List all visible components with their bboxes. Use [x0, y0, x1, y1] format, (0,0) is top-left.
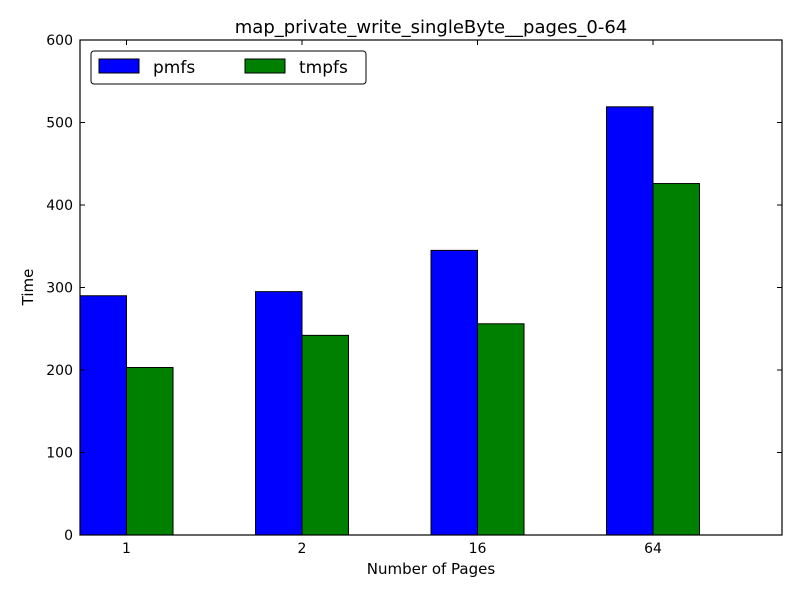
legend-label-pmfs: pmfs	[153, 58, 195, 78]
y-tick-label-300: 300	[46, 281, 73, 297]
chart-title: map_private_write_singleByte__pages_0-64	[235, 17, 628, 38]
bar-pmfs-1	[79, 295, 128, 536]
bar-pmfs-16	[430, 249, 479, 536]
x-axis-label: Number of Pages	[367, 560, 496, 578]
legend-swatch-tmpfs	[244, 58, 286, 74]
ticks-layer: 0 100 200 300 400 500 600 1 2 16 64	[46, 33, 782, 557]
x-tick-label-2: 2	[298, 541, 307, 557]
legend: pmfs tmpfs	[90, 50, 367, 85]
bar-tmpfs-16	[477, 323, 525, 536]
y-tick-label-200: 200	[46, 363, 73, 379]
x-tick-label-64: 64	[644, 541, 662, 557]
y-tick-label-600: 600	[46, 33, 73, 49]
bar-pmfs-64	[606, 106, 654, 536]
y-tick-label-100: 100	[46, 446, 73, 462]
bars-layer	[79, 106, 701, 536]
y-tick-label-500: 500	[46, 116, 73, 132]
y-tick-label-400: 400	[46, 198, 73, 214]
plot-frame	[79, 39, 783, 536]
y-tick-label-0: 0	[64, 528, 73, 544]
bar-tmpfs-1	[126, 367, 174, 536]
legend-swatch-pmfs	[98, 58, 140, 74]
y-axis-label: Time	[19, 269, 37, 307]
bar-tmpfs-64	[652, 183, 701, 536]
x-tick-label-1: 1	[122, 541, 131, 557]
legend-frame	[90, 50, 367, 85]
x-tick-label-16: 16	[469, 541, 487, 557]
bar-pmfs-2	[255, 291, 303, 536]
legend-label-tmpfs: tmpfs	[299, 58, 348, 78]
bar-tmpfs-2	[301, 334, 350, 536]
